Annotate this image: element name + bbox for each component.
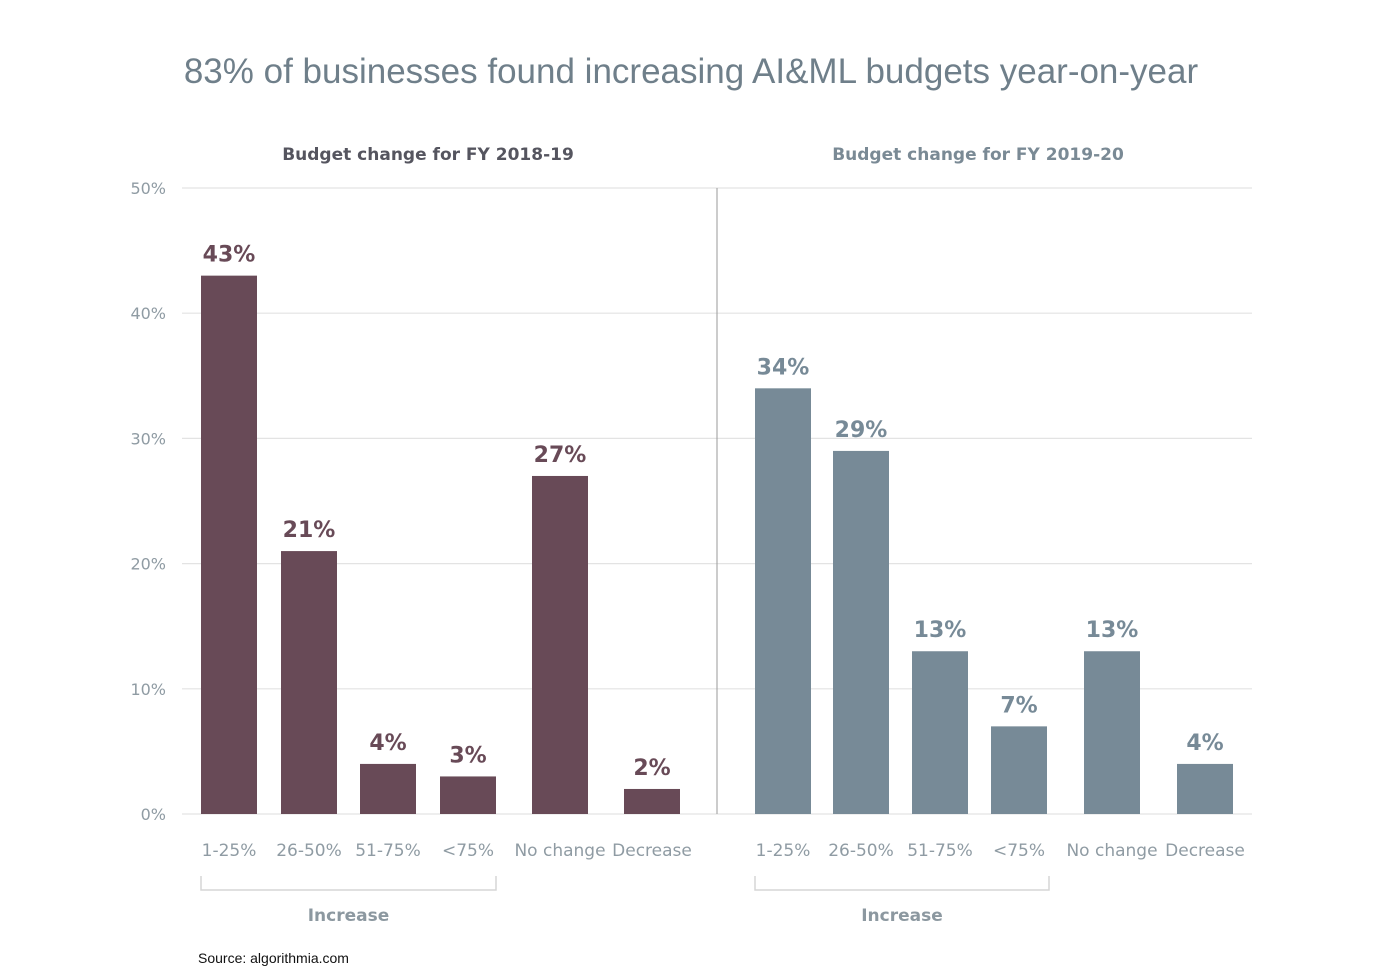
x-tick-label: <75%	[993, 841, 1045, 861]
data-label: 4%	[369, 731, 406, 756]
group-label: Increase	[308, 906, 390, 926]
bar	[360, 763, 416, 814]
bar	[912, 651, 968, 814]
data-label: 21%	[283, 518, 336, 543]
data-label: 43%	[203, 243, 256, 268]
data-label: 2%	[633, 756, 670, 781]
data-label: 34%	[757, 355, 810, 380]
x-tick-label: 26-50%	[276, 841, 342, 861]
panel-title: Budget change for FY 2018-19	[282, 145, 574, 165]
data-label: 29%	[835, 418, 888, 443]
bar	[440, 776, 496, 814]
bar	[532, 475, 588, 814]
y-tick-label: 30%	[130, 429, 166, 448]
data-label: 4%	[1186, 731, 1223, 756]
bar	[991, 726, 1047, 814]
y-tick-label: 10%	[130, 680, 166, 699]
y-tick-label: 40%	[130, 304, 166, 323]
x-tick-label: 51-75%	[355, 841, 421, 861]
bar	[755, 388, 811, 814]
data-label: 27%	[534, 443, 587, 468]
source-note: Source: algorithmia.com	[198, 950, 349, 966]
bar	[201, 275, 257, 814]
x-tick-label: Decrease	[612, 841, 692, 861]
x-tick-label: 51-75%	[907, 841, 973, 861]
bar	[1177, 763, 1233, 814]
data-label: 7%	[1000, 693, 1037, 718]
bar	[1084, 651, 1140, 814]
x-tick-label: No change	[514, 841, 605, 861]
x-tick-label: 1-25%	[756, 841, 811, 861]
x-tick-label: 1-25%	[202, 841, 257, 861]
data-label: 13%	[1086, 618, 1139, 643]
data-label: 3%	[449, 743, 486, 768]
y-tick-label: 50%	[130, 179, 166, 198]
y-tick-label: 20%	[130, 555, 166, 574]
x-tick-label: No change	[1066, 841, 1157, 861]
panel-title: Budget change for FY 2019-20	[832, 145, 1124, 165]
y-tick-label: 0%	[141, 805, 166, 824]
bar	[281, 551, 337, 814]
chart-title: 83% of businesses found increasing AI&ML…	[183, 52, 1199, 91]
increase-bracket	[200, 876, 497, 891]
increase-bracket	[754, 876, 1050, 891]
x-tick-label: <75%	[442, 841, 494, 861]
data-label: 13%	[914, 618, 967, 643]
bar	[624, 788, 680, 814]
group-label: Increase	[861, 906, 943, 926]
x-tick-label: 26-50%	[828, 841, 894, 861]
x-tick-label: Decrease	[1165, 841, 1245, 861]
bar	[833, 450, 889, 814]
